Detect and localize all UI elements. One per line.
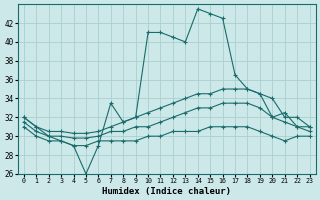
X-axis label: Humidex (Indice chaleur): Humidex (Indice chaleur) [102,187,231,196]
